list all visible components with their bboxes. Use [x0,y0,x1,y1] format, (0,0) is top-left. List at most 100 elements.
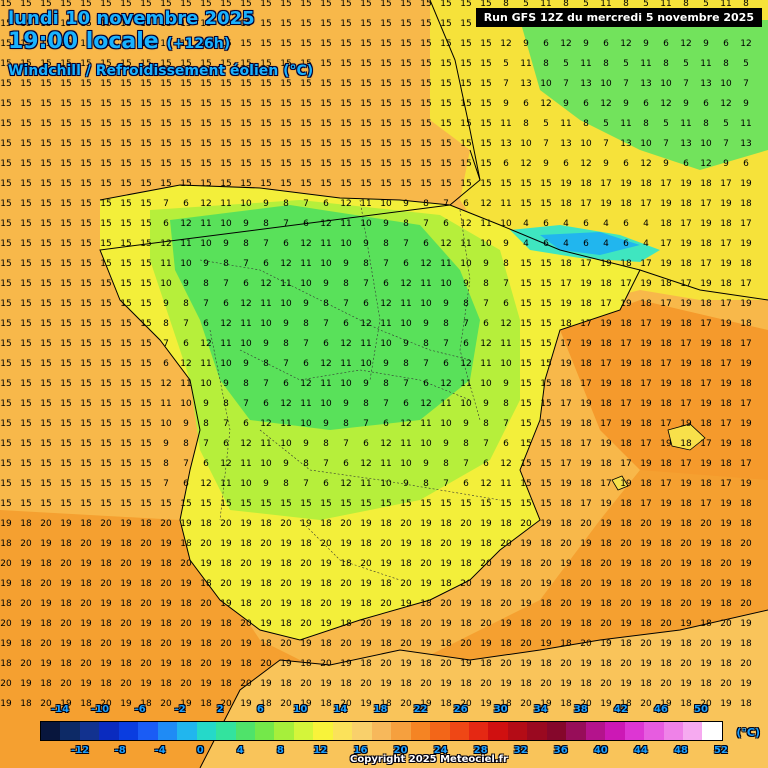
grid-value: 9 [323,419,329,429]
grid-value: 8 [183,299,189,309]
grid-value: 18 [640,299,652,309]
legend-tick-label: 14 [333,704,348,715]
grid-value: 8 [423,339,429,349]
grid-value: 17 [680,279,691,289]
grid-value: 15 [100,359,111,369]
grid-value: 19 [680,559,692,569]
grid-value: 15 [60,139,71,149]
grid-value: 12 [480,339,491,349]
grid-value: 7 [243,399,249,409]
grid-value: 18 [200,699,212,709]
grid-value: 15 [400,499,411,509]
grid-value: 15 [460,79,471,89]
grid-value: 19 [700,539,712,549]
grid-value: 6 [603,39,609,49]
grid-value: 15 [100,39,111,49]
grid-value: 15 [140,0,151,9]
grid-value: 15 [280,0,291,9]
grid-value: 8 [483,279,489,289]
grid-value: 7 [463,459,469,469]
grid-value: 10 [420,299,432,309]
grid-value: 6 [483,459,489,469]
legend-swatch [663,722,683,740]
grid-value: 15 [80,0,91,9]
grid-value: 7 [623,79,629,89]
grid-value: 15 [200,119,211,129]
grid-value: 17 [620,279,631,289]
grid-value: 19 [200,679,212,689]
legend-tick-label: 50 [694,704,708,715]
grid-value: 15 [0,159,11,169]
grid-value: 19 [80,559,92,569]
grid-value: 7 [183,319,189,329]
grid-value: 7 [283,219,289,229]
grid-value: 15 [300,0,311,9]
grid-value: 9 [703,39,709,49]
grid-value: 6 [343,459,349,469]
grid-value: 15 [40,219,51,229]
grid-value: 15 [80,459,91,469]
grid-value: 15 [60,419,71,429]
grid-value: 11 [560,119,571,129]
grid-value: 19 [580,459,592,469]
grid-value: 15 [260,19,271,29]
grid-value: 15 [240,499,251,509]
grid-value: 13 [620,139,631,149]
grid-value: 9 [243,219,249,229]
grid-value: 19 [0,579,12,589]
grid-value: 19 [500,679,512,689]
grid-value: 10 [380,199,392,209]
grid-value: 15 [440,39,451,49]
grid-value: 15 [60,459,71,469]
grid-value: 18 [380,579,392,589]
grid-value: 12 [340,199,351,209]
grid-value: 18 [140,519,152,529]
grid-value: 15 [540,399,551,409]
grid-value: 19 [560,419,572,429]
grid-value: 18 [460,559,472,569]
grid-value: 20 [300,559,312,569]
grid-value: 18 [280,559,292,569]
grid-value: 15 [480,139,491,149]
grid-value: 15 [540,459,551,469]
grid-value: 11 [300,399,311,409]
grid-value: 15 [60,339,71,349]
grid-value: 18 [640,619,652,629]
grid-value: 18 [740,379,752,389]
grid-value: 9 [343,259,349,269]
grid-value: 18 [560,259,572,269]
grid-value: 15 [320,59,331,69]
grid-value: 15 [60,479,71,489]
grid-value: 20 [440,659,452,669]
grid-value: 18 [380,699,392,709]
grid-value: 19 [60,699,72,709]
grid-value: 15 [0,399,11,409]
grid-value: 12 [160,239,171,249]
grid-value: 15 [420,59,431,69]
grid-value: 4 [603,219,609,229]
grid-value: 10 [460,399,472,409]
grid-value: 19 [340,539,352,549]
grid-value: 12 [600,99,611,109]
grid-value: 15 [80,319,91,329]
grid-value: 15 [360,179,371,189]
grid-value: 17 [640,499,651,509]
grid-value: 6 [463,199,469,209]
grid-value: 18 [100,679,112,689]
grid-value: 19 [680,619,692,629]
grid-value: 20 [680,659,692,669]
grid-value: 20 [120,679,132,689]
grid-value: 15 [520,279,531,289]
grid-value: 15 [120,359,131,369]
legend-swatch [60,722,80,740]
grid-value: 18 [20,519,32,529]
grid-value: 18 [320,519,332,529]
grid-value: 17 [660,299,671,309]
grid-value: 18 [140,579,152,589]
grid-value: 15 [300,159,311,169]
grid-value: 19 [740,559,752,569]
grid-value: 17 [640,319,651,329]
grid-value: 20 [700,519,712,529]
grid-value: 15 [20,59,31,69]
grid-value: 9 [403,199,409,209]
